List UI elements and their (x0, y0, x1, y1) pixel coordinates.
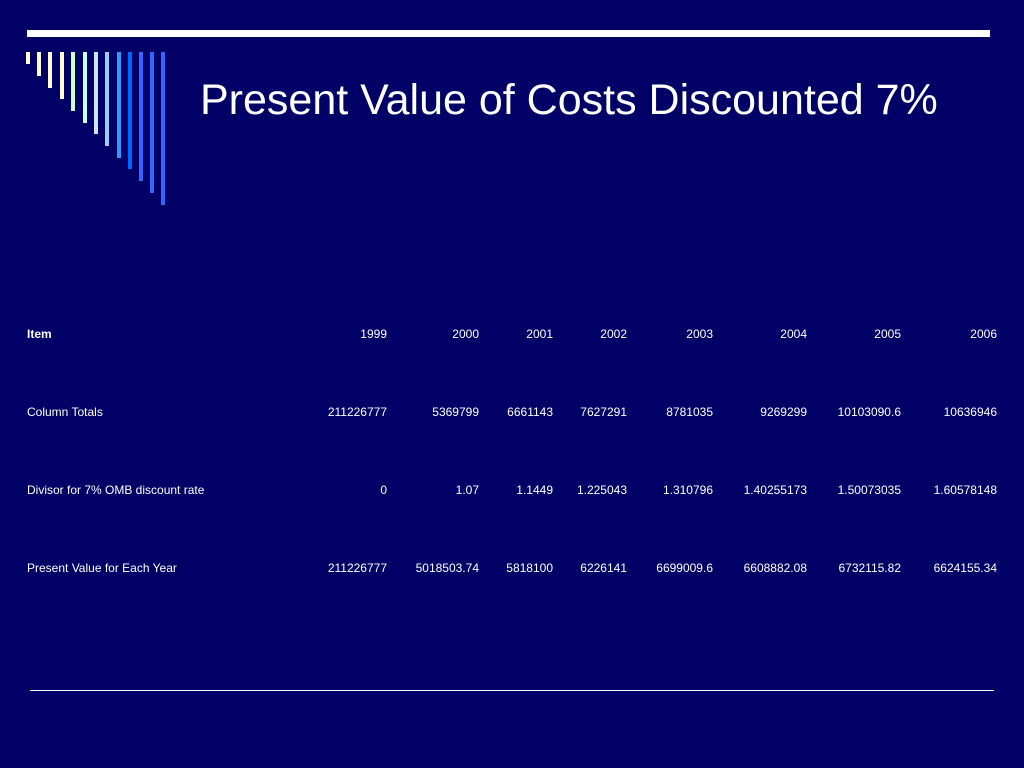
row-label: Column Totals (27, 405, 103, 419)
decorative-stripe (26, 52, 30, 64)
table-cell: 1.60578148 (933, 483, 997, 497)
slide-title: Present Value of Costs Discounted 7% (200, 76, 938, 124)
table-cell: 6732115.82 (838, 561, 901, 575)
decorative-stripe (37, 52, 41, 76)
decorative-stripe (94, 52, 98, 134)
decorative-stripe (48, 52, 52, 88)
column-header-2006: 2006 (970, 327, 997, 341)
decorative-stripe (117, 52, 121, 158)
column-header-2000: 2000 (452, 327, 479, 341)
table-cell: 1.40255173 (743, 483, 807, 497)
column-header-2001: 2001 (526, 327, 553, 341)
table-cell: 211226777 (327, 405, 387, 419)
table-cell: 1.50073035 (837, 483, 901, 497)
cost-table: Item 1999 2000 2001 2002 2003 2004 2005 … (22, 314, 1002, 588)
table-cell: 6699009.6 (656, 561, 713, 575)
table-cell: 5018503.74 (415, 561, 479, 575)
table-row-divisor: Divisor for 7% OMB discount rate 0 1.07 … (22, 470, 1002, 510)
table-cell: 0 (380, 483, 387, 497)
table-cell: 1.07 (455, 483, 479, 497)
table-cell: 6226141 (580, 561, 627, 575)
table-cell: 10636946 (943, 405, 997, 419)
decorative-stripe (139, 52, 143, 181)
decorative-stripe (128, 52, 132, 169)
decorative-stripes (0, 0, 200, 220)
table-cell: 9269299 (760, 405, 807, 419)
table-cell: 1.225043 (576, 483, 627, 497)
table-cell: 5369799 (432, 405, 479, 419)
top-rule (27, 30, 990, 37)
table-cell: 7627291 (580, 405, 627, 419)
table-row-present-value: Present Value for Each Year 211226777 50… (22, 548, 1002, 588)
decorative-stripe (60, 52, 64, 99)
decorative-stripe (150, 52, 154, 193)
decorative-stripe (161, 52, 165, 205)
column-header-1999: 1999 (360, 327, 387, 341)
table-cell: 6624155.34 (933, 561, 997, 575)
column-header-2005: 2005 (874, 327, 901, 341)
row-label: Present Value for Each Year (27, 561, 177, 575)
column-header-item: Item (27, 327, 52, 341)
decorative-stripe (105, 52, 109, 146)
column-header-2002: 2002 (600, 327, 627, 341)
table-cell: 5818100 (506, 561, 553, 575)
decorative-stripe (71, 52, 75, 111)
column-header-2003: 2003 (686, 327, 713, 341)
table-cell: 211226777 (327, 561, 387, 575)
column-header-2004: 2004 (780, 327, 807, 341)
table-cell: 1.310796 (662, 483, 713, 497)
table-cell: 1.1449 (516, 483, 553, 497)
table-row-column-totals: Column Totals 211226777 5369799 6661143 … (22, 392, 1002, 432)
bottom-rule (30, 690, 994, 691)
table-cell: 6608882.08 (743, 561, 807, 575)
table-cell: 10103090.6 (837, 405, 901, 419)
row-label: Divisor for 7% OMB discount rate (27, 483, 205, 497)
table-cell: 8781035 (666, 405, 713, 419)
decorative-stripe (83, 52, 87, 123)
table-cell: 6661143 (507, 405, 553, 419)
table-header-row: Item 1999 2000 2001 2002 2003 2004 2005 … (22, 314, 1002, 354)
